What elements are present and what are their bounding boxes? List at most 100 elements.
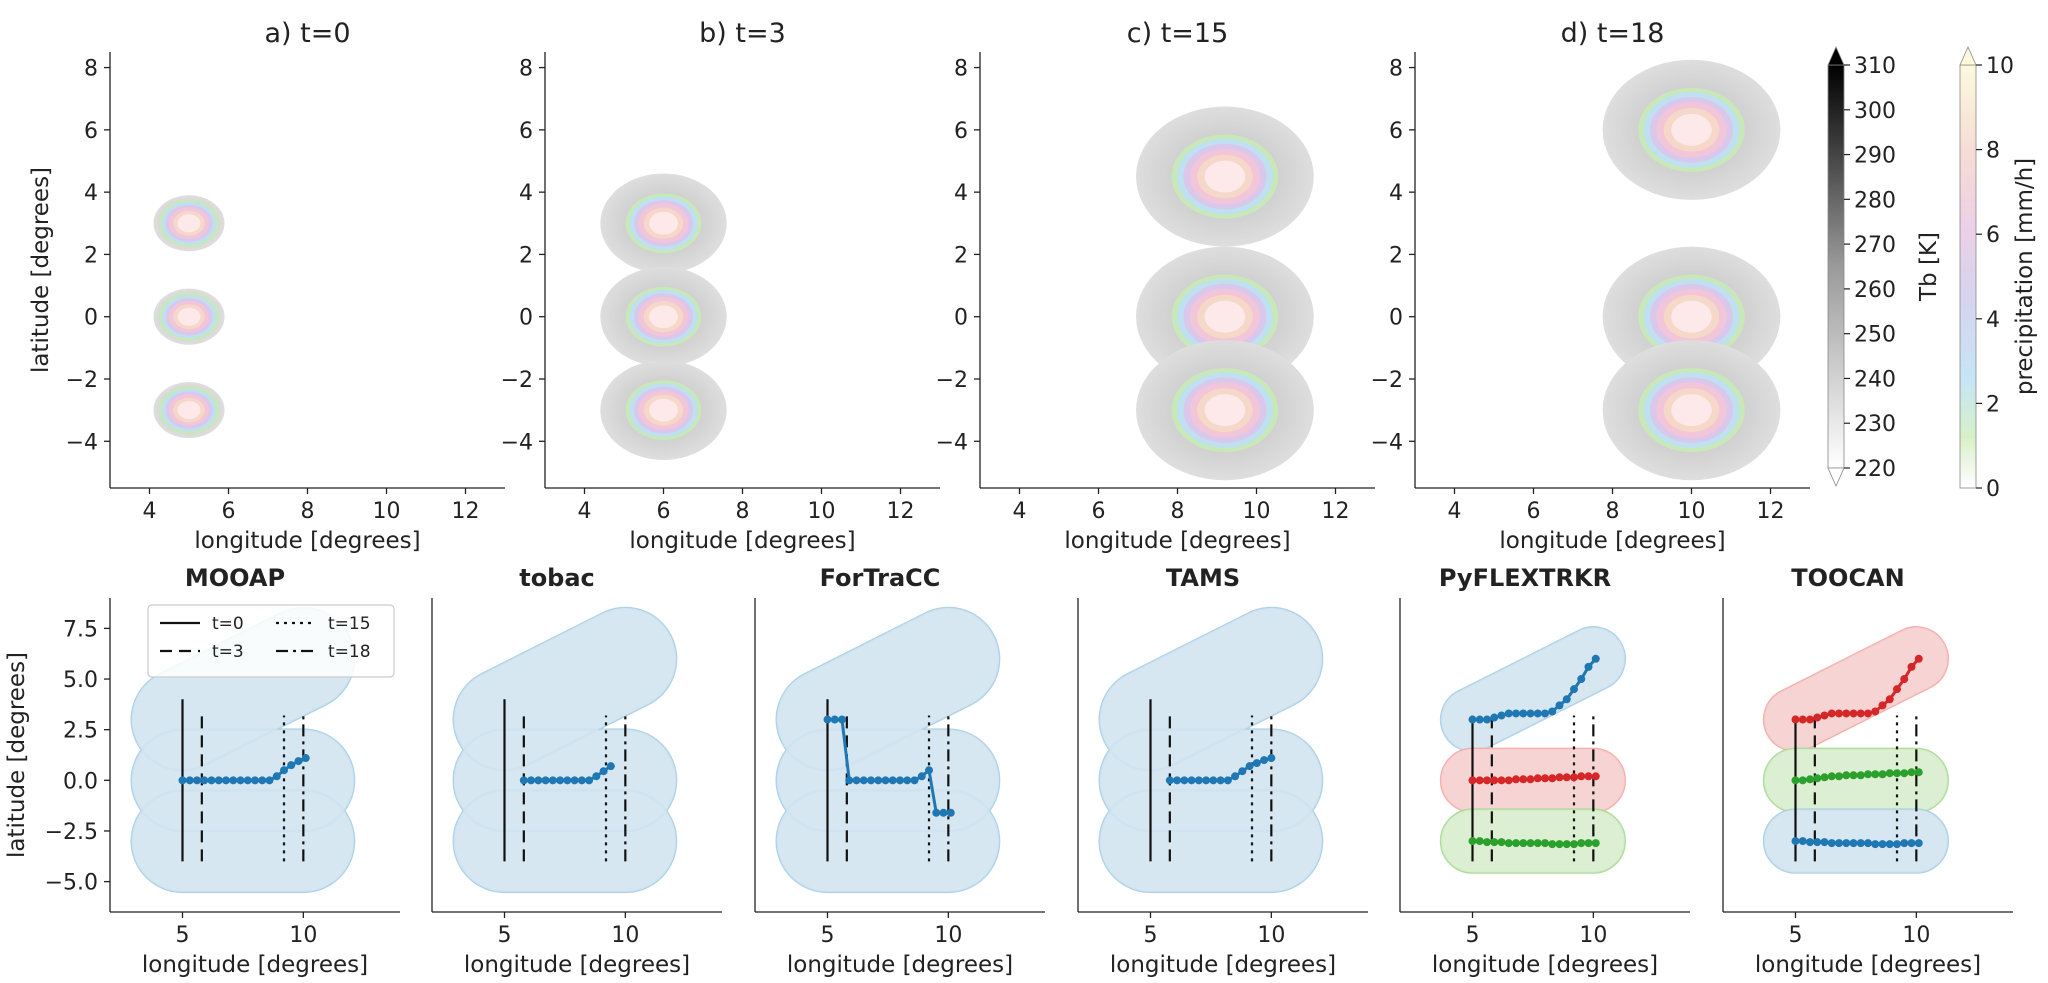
cloud-cell — [1602, 59, 1781, 200]
track-point — [1260, 756, 1269, 765]
track-point — [917, 772, 926, 781]
track-point — [1827, 772, 1836, 781]
colorbar-tb-bottom-arrow — [1827, 467, 1845, 487]
track-point — [527, 776, 536, 785]
track-point — [606, 762, 615, 771]
y-tick-label: 6 — [84, 119, 98, 144]
panel-title: MOOAP — [185, 564, 285, 592]
track-point — [294, 757, 303, 766]
legend-label: t=0 — [212, 614, 244, 634]
x-tick-label: 10 — [1902, 923, 1930, 948]
x-tick-label: 4 — [143, 499, 157, 524]
cloud-cell — [600, 266, 727, 367]
track-point — [1526, 709, 1535, 718]
track-point — [1893, 685, 1901, 694]
track-point — [200, 776, 209, 785]
tracking-panel-4: 5 10 PyFLEXTRKR longitude [degrees] — [1399, 564, 1690, 978]
track-point — [1584, 839, 1593, 848]
x-tick-label: 8 — [1606, 499, 1620, 524]
track-point — [280, 766, 288, 775]
track-point — [1180, 776, 1189, 785]
x-tick-label: 5 — [498, 923, 512, 948]
colorbar-tb-tick-label: 300 — [1854, 99, 1896, 124]
x-axis-label: longitude [degrees] — [1064, 528, 1290, 554]
track-point — [577, 776, 586, 785]
track-point — [867, 776, 875, 785]
track-point — [1541, 774, 1549, 783]
track-point — [1216, 776, 1225, 785]
track-point — [1827, 709, 1836, 718]
colorbar-tb-tick-label: 240 — [1854, 367, 1896, 392]
object-footprint-inner — [1099, 608, 1323, 892]
tracking-panel-2: 5 10 ForTraCC longitude [degrees] — [754, 564, 1045, 978]
x-tick-label: 10 — [1243, 499, 1271, 524]
track-point — [1864, 839, 1872, 848]
y-axis-label: latitude [degrees] — [4, 652, 30, 858]
track-point — [1827, 839, 1836, 848]
x-tick-label: 10 — [1678, 499, 1706, 524]
x-axis-label: longitude [degrees] — [1432, 952, 1658, 978]
track-point — [881, 776, 890, 785]
track-point — [1497, 838, 1506, 847]
y-tick-label: 2 — [519, 243, 533, 268]
cloud-cell — [600, 360, 727, 460]
tracking-panel-3: 5 10 TAMS longitude [degrees] — [1077, 564, 1368, 978]
track-point — [1584, 662, 1593, 671]
track-point — [1849, 771, 1858, 780]
panel-title: a) t=0 — [264, 18, 350, 49]
tracking-panel-5: 5 10 TOOCAN longitude [degrees] — [1722, 564, 2013, 978]
object-footprint — [1762, 626, 1949, 753]
x-tick-label: 10 — [808, 499, 836, 524]
y-tick-label: 6 — [1389, 119, 1403, 144]
colorbar-precip: 0 2 4 6 8 10 precipitation [mm/h] — [1959, 46, 2038, 502]
x-tick-label: 10 — [1257, 923, 1285, 948]
track-point — [1548, 840, 1557, 849]
track-point — [1820, 773, 1829, 782]
object-footprint-inner — [776, 608, 1000, 892]
track-point — [1813, 713, 1822, 722]
track-point — [1864, 709, 1872, 718]
track-point — [910, 776, 919, 785]
track-point — [570, 776, 579, 785]
track-point — [193, 776, 201, 785]
colorbar-tb-tick-label: 230 — [1854, 412, 1896, 437]
object-footprint-inner — [1764, 627, 1948, 751]
colorbar-tb-tick-label: 260 — [1854, 278, 1896, 303]
track-point — [896, 776, 904, 785]
x-tick-label: 5 — [821, 923, 835, 948]
track-point — [1512, 775, 1520, 784]
track-point — [1541, 709, 1549, 718]
track-point — [236, 776, 245, 785]
track-point — [1533, 774, 1542, 783]
x-tick-label: 12 — [887, 499, 915, 524]
track-point — [301, 754, 310, 763]
x-axis-label: longitude [degrees] — [787, 952, 1013, 978]
track-point — [563, 776, 572, 785]
track-point — [1548, 707, 1557, 716]
track-point — [1483, 838, 1491, 847]
x-tick-label: 8 — [736, 499, 750, 524]
y-tick-label: −2 — [501, 368, 533, 393]
colorbar-precip-tick-label: 0 — [1986, 477, 2000, 502]
track-point — [599, 767, 608, 776]
track-point — [1577, 839, 1586, 848]
track-point — [1483, 715, 1491, 724]
track-point — [1267, 754, 1276, 763]
x-tick-label: 12 — [1757, 499, 1785, 524]
track-point — [222, 776, 230, 785]
track-point — [1577, 772, 1586, 781]
panel-title: TOOCAN — [1791, 564, 1904, 592]
track-point — [932, 808, 941, 817]
precip-core — [177, 401, 201, 420]
track-point — [556, 776, 565, 785]
y-tick-label: −4 — [936, 430, 968, 455]
track-point — [1798, 776, 1807, 785]
track-point — [258, 776, 267, 785]
legend-label: t=3 — [212, 642, 244, 662]
x-tick-label: 10 — [1579, 923, 1607, 948]
x-tick-label: 10 — [373, 499, 401, 524]
track-point — [1490, 713, 1499, 722]
panel-title: tobac — [519, 564, 595, 592]
x-axis-label: longitude [degrees] — [142, 952, 368, 978]
object-footprint — [775, 606, 1001, 894]
